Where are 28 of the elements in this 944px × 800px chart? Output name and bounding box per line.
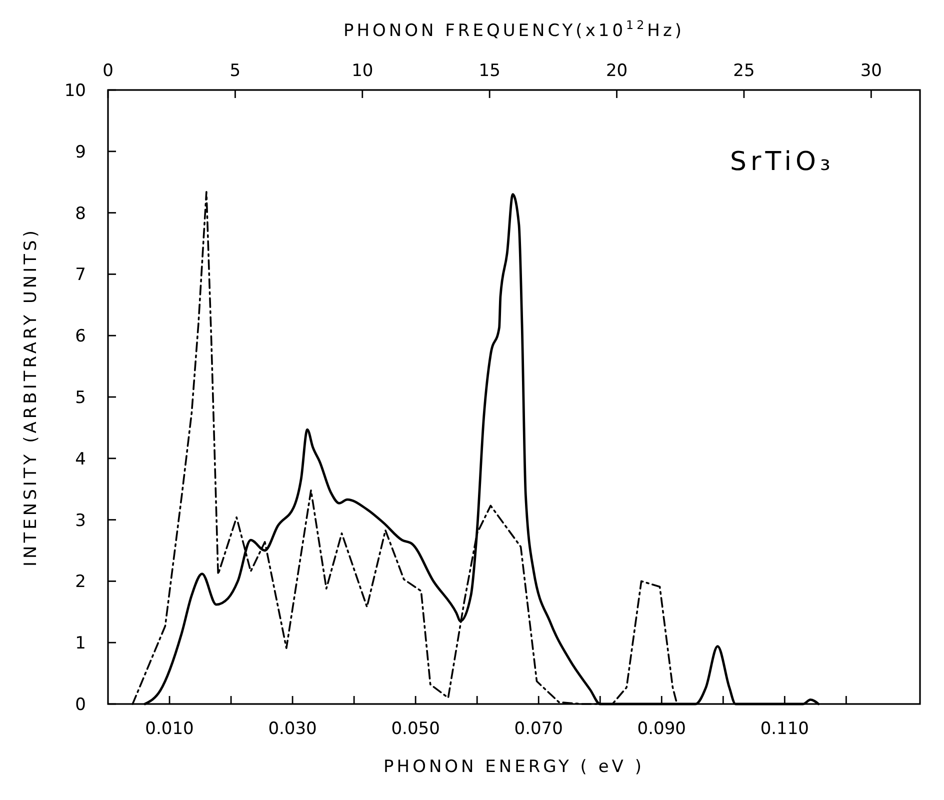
y-tick-label: 5 [75, 388, 86, 408]
x2-tick-label: 10 [352, 61, 374, 81]
x2-tick-label: 15 [478, 61, 500, 81]
y-tick-label: 7 [75, 265, 86, 286]
y-tick-label: 3 [75, 510, 86, 531]
x2-tick-label: 20 [606, 61, 628, 81]
y-tick-label: 2 [75, 572, 86, 592]
x2-axis-title: PHONON FREQUENCY(x10$^{12}$Hz) [343, 18, 685, 41]
x2-tick-label: 25 [733, 61, 755, 81]
y-tick-label: 0 [75, 694, 86, 715]
x-tick-label: 0.090 [637, 719, 686, 739]
x-tick-label: 0.110 [760, 719, 810, 739]
x2-tick-label: 30 [860, 61, 882, 81]
annotation: SrTiO₃ [730, 147, 834, 177]
x-tick-label: 0.030 [268, 719, 317, 739]
y-tick-label: 9 [75, 142, 86, 162]
x2-tick-label: 5 [230, 61, 241, 81]
y-tick-label: 1 [75, 634, 86, 654]
y-axis-title: INTENSITY (ARBITRARY UNITS) [21, 228, 41, 566]
x-tick-label: 0.010 [145, 719, 194, 739]
y-tick-label: 8 [75, 204, 86, 224]
x-tick-label: 0.050 [391, 719, 440, 739]
y-tick-label: 10 [64, 80, 86, 101]
x-tick-label: 0.070 [514, 719, 563, 739]
y-tick-label: 6 [75, 326, 86, 347]
x2-tick-label: 0 [102, 61, 114, 81]
x-axis-title: PHONON ENERGY ( eV ) [384, 757, 644, 777]
y-tick-label: 4 [75, 449, 86, 470]
